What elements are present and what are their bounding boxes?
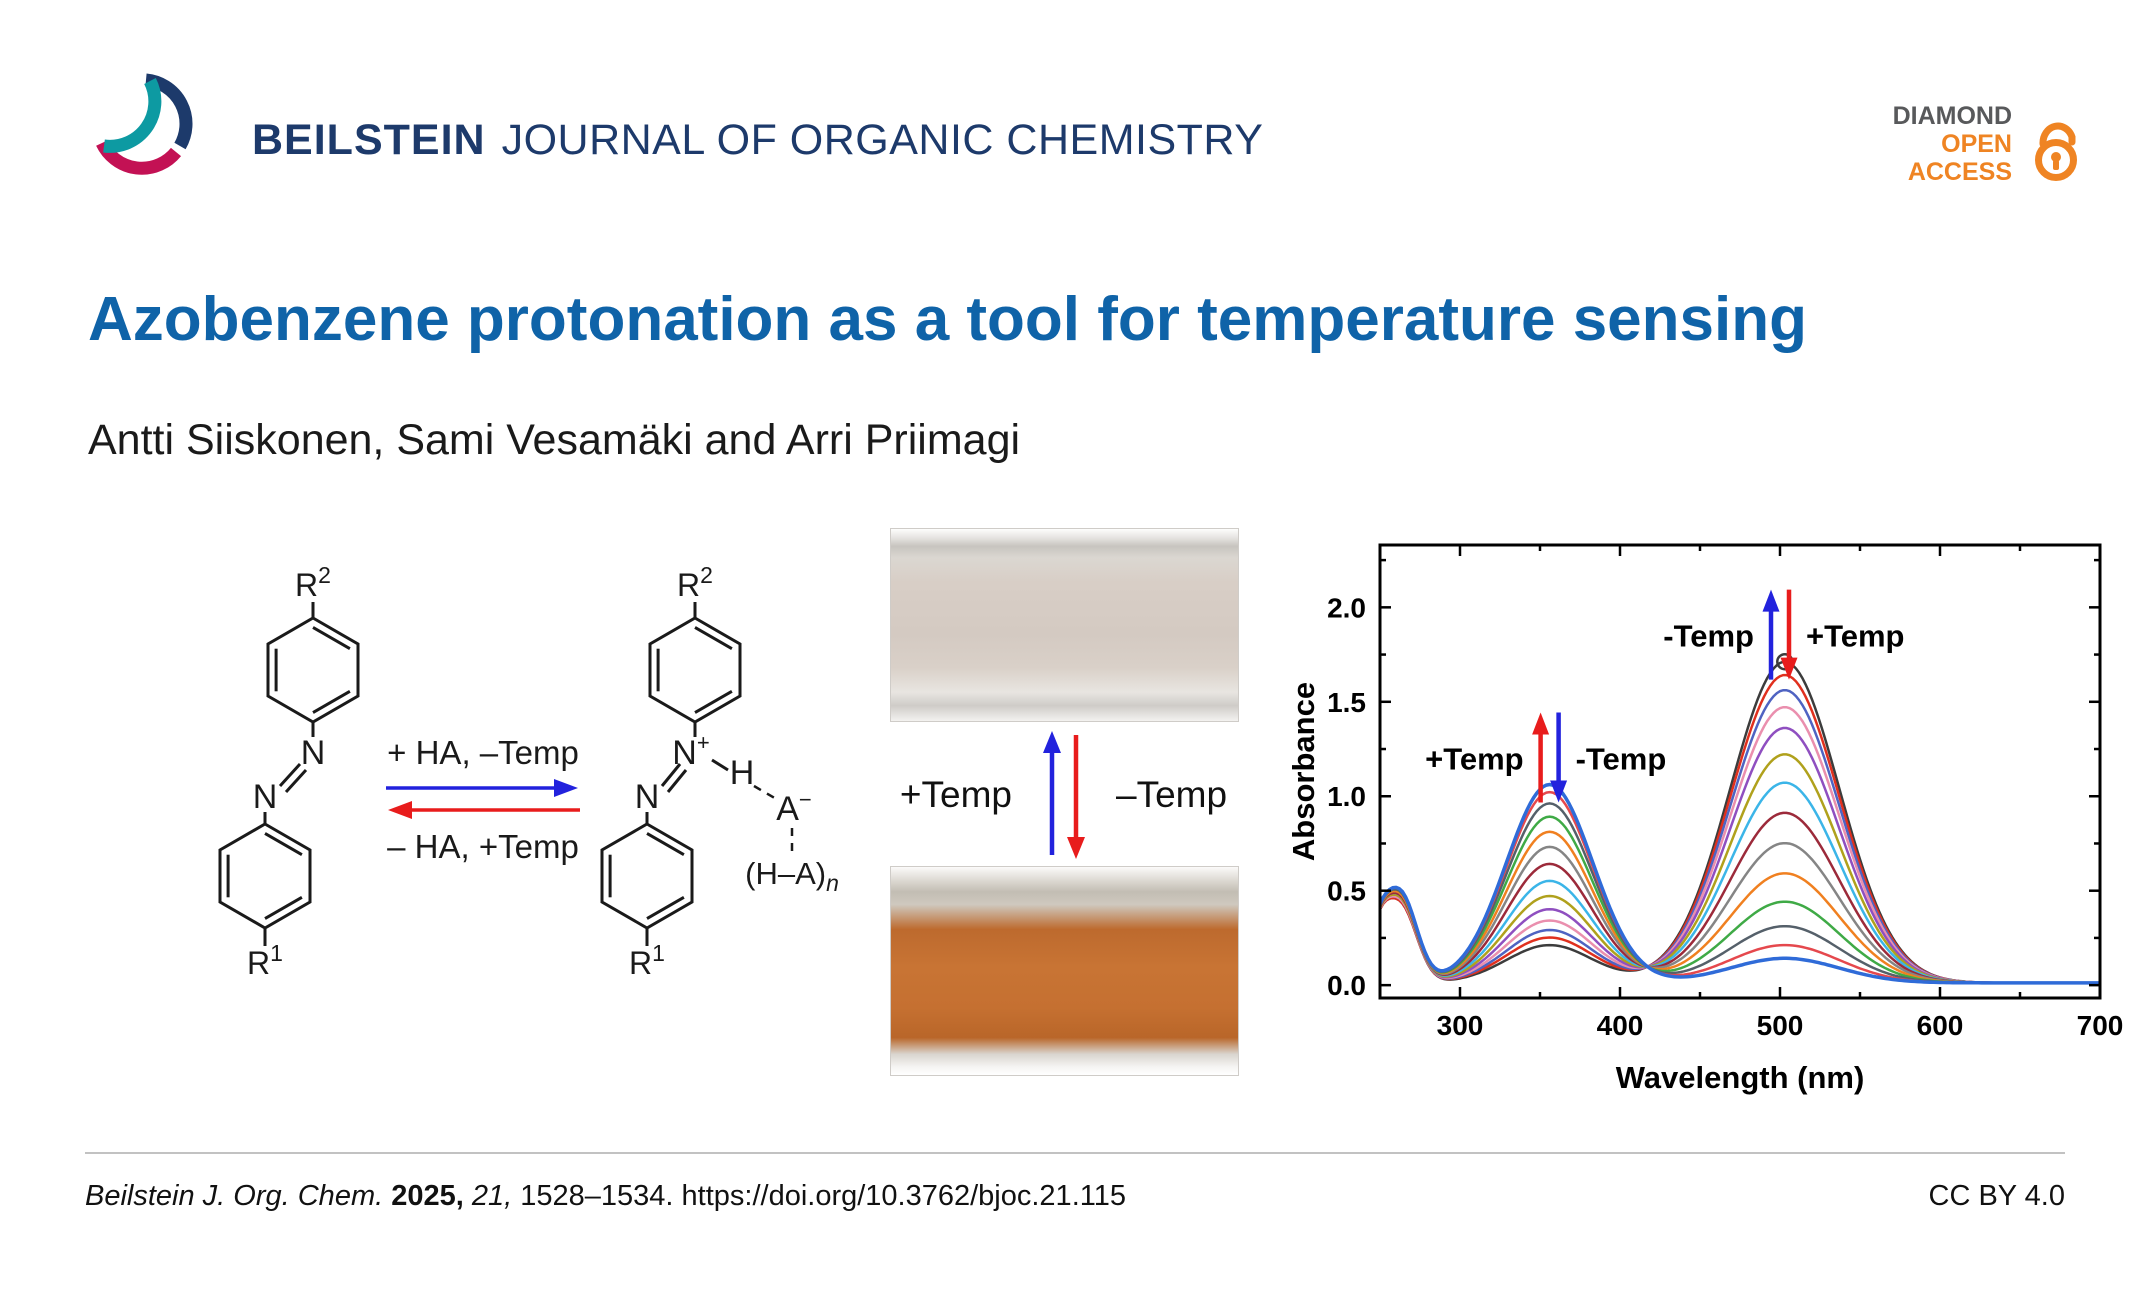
y-tick-label: 1.0 [1327,781,1366,812]
benzene-ring [266,616,360,724]
citation-pages-doi: 1528–1534. https://doi.org/10.3762/bjoc.… [520,1180,1126,1212]
annotation-up-arrow-head [1762,589,1780,612]
x-axis-label: Wavelength (nm) [1616,1060,1865,1095]
azo-n1-label: N [301,734,326,772]
x-tick-label: 400 [1597,1010,1644,1041]
forward-arrow-head [554,779,578,797]
minus-temp-label: –Temp [1116,774,1228,815]
license-label: CC BY 4.0 [1928,1180,2065,1212]
diamond-label: DIAMOND [1892,102,2012,130]
annotation-up-arrow-head [1532,712,1550,735]
benzene-ring [648,616,742,724]
y-tick-label: 0.5 [1327,876,1366,907]
access-label: ACCESS [1907,158,2012,186]
citation-journal: Beilstein J. Org. Chem. [85,1180,384,1212]
r2-label: R2 [295,562,331,603]
y-tick-label: 0.0 [1327,970,1366,1001]
x-tick-label: 500 [1757,1010,1804,1041]
benzene-ring [600,822,694,930]
annotation-left-label: -Temp [1663,619,1754,654]
spectrum-curve [1380,673,2100,985]
hydrogen-bond-dashed [753,784,779,802]
forward-conditions-label: + HA, –Temp [387,734,579,771]
temp-arrows-icon [1043,731,1086,859]
azo-n2-label: N [253,778,278,816]
authors: Antti Siiskonen, Sami Vesamäki and Arri … [88,416,1021,464]
annotation-right-label: -Temp [1576,741,1667,776]
reverse-conditions-label: – HA, +Temp [387,828,579,865]
temp-down-arrow-head [1067,837,1086,859]
reverse-arrow-head [388,801,412,819]
open-access-lock-icon [2035,122,2077,181]
y-tick-label: 2.0 [1327,592,1366,623]
open-access-badge: DIAMOND OPEN ACCESS [1893,102,2088,186]
azo-n2-label: N [635,778,660,816]
annotation-down-arrow-head [1550,780,1568,803]
r1-label: R1 [247,940,283,981]
beilstein-logo-icon [85,52,203,194]
azo-double-bond [660,763,688,793]
ha-aggregate-label: (H–A)n [745,856,839,896]
journal-title: BEILSTEIN JOURNAL OF ORGANIC CHEMISTRY [252,116,1263,165]
neutral-azobenzene-structure: R2 N N R1 [218,562,360,981]
y-tick-label: 1.5 [1327,687,1366,718]
r2-label: R2 [677,562,713,603]
journal-name-rest: JOURNAL OF ORGANIC CHEMISTRY [501,116,1264,164]
protonated-azobenzene-structure: R2 N+ N R1 [600,562,839,981]
annotation-left-label: +Temp [1425,741,1523,776]
equilibrium-arrows: + HA, –Temp – HA, +Temp [386,734,580,865]
sample-photo-colorless [890,528,1239,722]
spectra-curves [1380,660,2100,985]
azo-n1-plus-label: N+ [672,730,709,772]
y-axis-label: Absorbance [1286,682,1321,861]
journal-name-bold: BEILSTEIN [252,116,486,164]
reaction-scheme: R2 N N R1 [218,562,839,981]
beilstein-swirl-icon [96,73,193,175]
azo-double-bond [278,762,308,794]
citation-volume: 21, [471,1180,513,1212]
x-tick-label: 600 [1917,1010,1964,1041]
benzene-ring [218,822,312,930]
sample-photo-orange [890,866,1239,1076]
a-minus-label: A− [776,787,812,828]
paper-title: Azobenzene protonation as a tool for tem… [88,285,1807,354]
annotation-down-arrow-head [1780,657,1798,680]
h-label: H [730,754,755,792]
citation-year: 2025, [391,1180,464,1212]
spectra-chart: 300 400 500 600 700 0.0 0.5 1.0 1.5 2.0 Wavelength… [1286,543,2124,1095]
temperature-toggle: +Temp –Temp [890,726,1237,864]
spectrum-curve [1380,782,2100,985]
plot-frame [1378,543,2102,1000]
plus-temp-label: +Temp [899,774,1013,815]
r1-label: R1 [629,940,665,981]
axis-ticks [1380,545,2102,998]
open-access-badge-text: DIAMOND OPEN ACCESS [1893,102,2012,186]
temp-annotation: -Temp +Temp [1663,589,1904,680]
x-tick-label: 700 [2077,1010,2124,1041]
temp-up-arrow-head [1043,731,1062,753]
open-label: OPEN [1941,130,2012,158]
footer-divider [85,1152,2065,1154]
annotation-right-label: +Temp [1806,619,1904,654]
citation: Beilstein J. Org. Chem. 2025, 21, 1528–1… [85,1180,1126,1213]
x-tick-label: 300 [1437,1010,1484,1041]
temp-annotation: +Temp -Temp [1425,712,1667,803]
